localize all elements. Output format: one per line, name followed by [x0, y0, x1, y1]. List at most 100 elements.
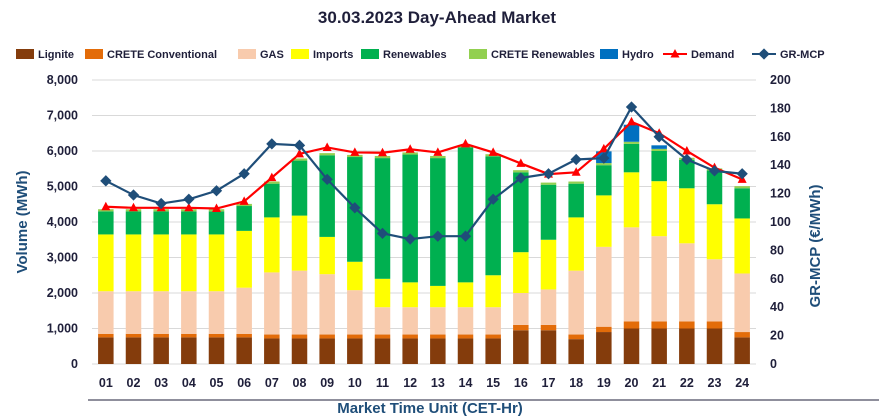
x-tick-label: 10	[348, 376, 362, 390]
point-gr-mcp	[487, 193, 499, 205]
bar-lignite	[291, 338, 308, 364]
bar-crete-conventional	[430, 334, 446, 339]
bar-renewables	[374, 158, 391, 279]
bar-imports	[623, 172, 640, 228]
bar-imports	[568, 217, 584, 271]
x-tick-label: 01	[99, 376, 113, 390]
bar-lignite	[347, 338, 363, 364]
legend-item-demand: Demand	[663, 49, 734, 61]
point-gr-mcp	[570, 153, 582, 166]
x-tick-label: 22	[680, 376, 694, 390]
bar-crete-conventional	[485, 334, 501, 339]
bar-renewables	[485, 156, 501, 276]
bar-lignite	[706, 328, 723, 364]
bar-lignite	[98, 337, 114, 364]
x-tick-label: 08	[293, 376, 307, 390]
x-tick-label: 03	[154, 376, 168, 390]
bar-renewables	[291, 160, 308, 216]
x-tick-label: 15	[486, 376, 500, 390]
legend-marker	[758, 48, 770, 60]
x-tick-label: 02	[127, 376, 141, 390]
y2-tick-label: 180	[770, 101, 791, 115]
point-gr-mcp	[708, 165, 721, 177]
bar-renewables	[402, 154, 418, 283]
bar-gas	[208, 291, 225, 334]
x-tick-label: 18	[569, 376, 583, 390]
line-gr-mcp	[105, 105, 743, 241]
y2-axis-ticks: 0 20 40 60 80 100 120 140 160 180 200	[770, 73, 791, 371]
bar-crete-conventional	[153, 333, 169, 338]
y2-tick-label: 80	[770, 243, 784, 257]
y-tick-label: 4,000	[47, 215, 78, 229]
bar-renewables	[181, 211, 197, 235]
bar-imports	[651, 181, 667, 237]
bar-gas	[651, 236, 667, 322]
bar-gas	[319, 274, 335, 335]
bar-renewables	[513, 172, 529, 253]
bar-hydro	[651, 145, 667, 149]
y-tick-label: 0	[71, 357, 78, 371]
bar-imports	[706, 204, 723, 260]
y2-tick-label: 0	[770, 357, 777, 371]
point-gr-mcp	[293, 139, 306, 151]
bar-imports	[374, 278, 391, 308]
bar-crete-conventional	[402, 334, 418, 339]
bar-renewables	[706, 170, 723, 205]
bar-lignite	[264, 338, 280, 364]
bar-crete-conventional	[347, 334, 363, 339]
bar-crete-conventional	[291, 334, 308, 339]
legend-label: GR-MCP	[780, 49, 825, 61]
x-axis-ticks: 01 02 03 04 05 06 07 08 09 10 11 12 13 14 15 16 17 18 19 20…	[99, 376, 749, 390]
y-axis-ticks: 0 1,000 2,000 3,000 4,000 5,000 6,000 7,000 8,00…	[47, 73, 78, 371]
bar-gas	[706, 259, 723, 322]
bar-lignite	[540, 330, 557, 364]
bar-hydro	[623, 124, 640, 142]
bar-renewables	[679, 159, 695, 189]
x-tick-label: 11	[376, 376, 389, 390]
point-gr-mcp	[183, 193, 195, 205]
line-demand	[105, 120, 743, 210]
y2-tick-label: 40	[770, 300, 784, 314]
y-tick-label: 1,000	[47, 322, 78, 336]
x-tick-label: 23	[708, 376, 722, 390]
bar-lignite	[402, 338, 418, 364]
point-demand	[599, 143, 609, 153]
bar-crete-conventional	[236, 333, 252, 338]
y2-tick-label: 100	[770, 215, 791, 229]
x-tick-label: 16	[514, 376, 528, 390]
point-gr-mcp	[515, 172, 527, 184]
bar-imports	[208, 234, 225, 292]
bar-gas	[457, 307, 474, 335]
bar-crete-renewables	[430, 155, 446, 159]
bar-crete-conventional	[208, 333, 225, 338]
point-demand	[295, 148, 304, 158]
bar-crete-conventional	[651, 321, 667, 329]
legend-marker	[670, 49, 680, 58]
legend-swatch	[361, 49, 379, 59]
bar-imports	[430, 285, 446, 308]
y-tick-label: 6,000	[47, 144, 78, 158]
point-demand	[405, 144, 415, 153]
bar-imports	[540, 239, 557, 290]
bar-lignite	[208, 337, 225, 364]
point-gr-mcp	[321, 173, 333, 186]
bar-lignite	[430, 338, 446, 364]
y-axis-title: Volume (MWh)	[14, 170, 31, 273]
point-gr-mcp	[459, 230, 472, 242]
bar-imports	[291, 215, 308, 271]
bar-crete-conventional	[679, 321, 695, 329]
bar-crete-conventional	[623, 321, 640, 329]
bar-lignite	[568, 339, 584, 364]
point-demand	[129, 202, 138, 212]
bar-crete-renewables	[623, 141, 640, 144]
bar-crete-renewables	[98, 209, 114, 212]
legend-item-gas: GAS	[238, 49, 284, 61]
bar-imports	[402, 282, 418, 308]
bar-imports	[485, 275, 501, 308]
bar-crete-renewables	[568, 181, 584, 184]
point-gr-mcp	[266, 138, 278, 150]
bar-lignite	[153, 337, 169, 364]
x-tick-label: 19	[597, 376, 611, 390]
y-tick-label: 5,000	[47, 180, 78, 194]
bar-crete-renewables	[651, 148, 667, 151]
